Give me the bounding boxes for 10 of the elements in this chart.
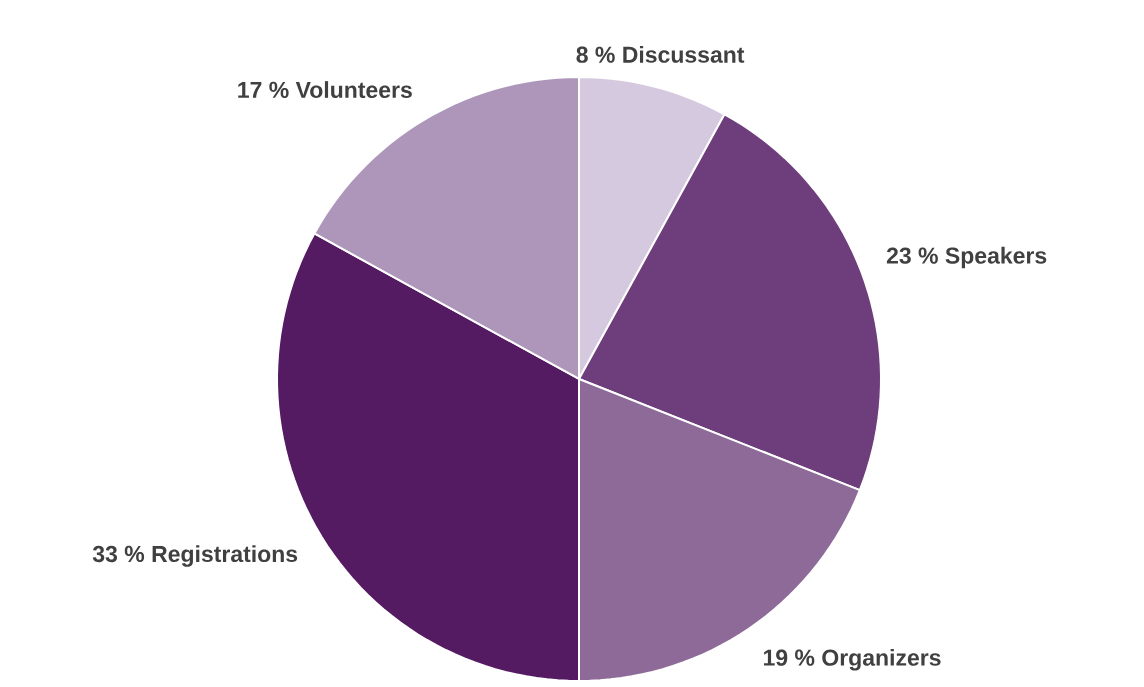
slice-label: Registrations [152, 545, 298, 567]
data-label: 17 % [238, 81, 289, 98]
data-label: 23 % [886, 247, 938, 264]
slice-label: Volunteers [295, 81, 412, 99]
data-label: 8 % [576, 46, 615, 63]
data-label: 33 % [92, 545, 145, 563]
slice-label: Organizers [822, 648, 941, 671]
slice-label: Discussant [623, 45, 745, 63]
data-label: 19 % [763, 649, 815, 666]
slice-label: Speakers [945, 246, 1047, 269]
